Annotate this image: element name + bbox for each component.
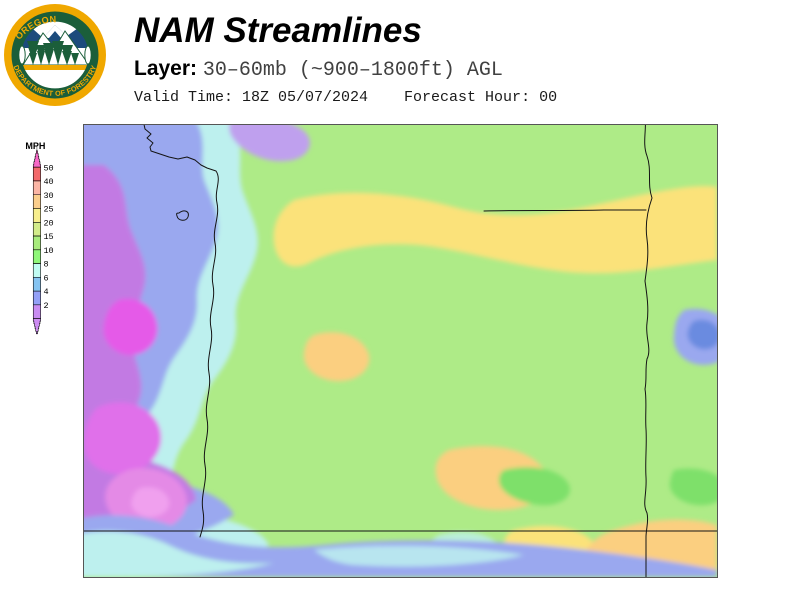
svg-text:8: 8 [43,260,48,270]
svg-text:50: 50 [43,163,53,173]
svg-text:MPH: MPH [25,141,45,151]
svg-text:10: 10 [43,246,53,256]
svg-text:30: 30 [43,191,53,201]
svg-text:40: 40 [43,177,53,187]
svg-text:4: 4 [43,287,48,297]
svg-text:20: 20 [43,218,53,228]
svg-text:2: 2 [43,301,48,311]
svg-text:6: 6 [43,273,48,283]
svg-text:25: 25 [43,205,53,215]
svg-text:15: 15 [43,232,53,242]
